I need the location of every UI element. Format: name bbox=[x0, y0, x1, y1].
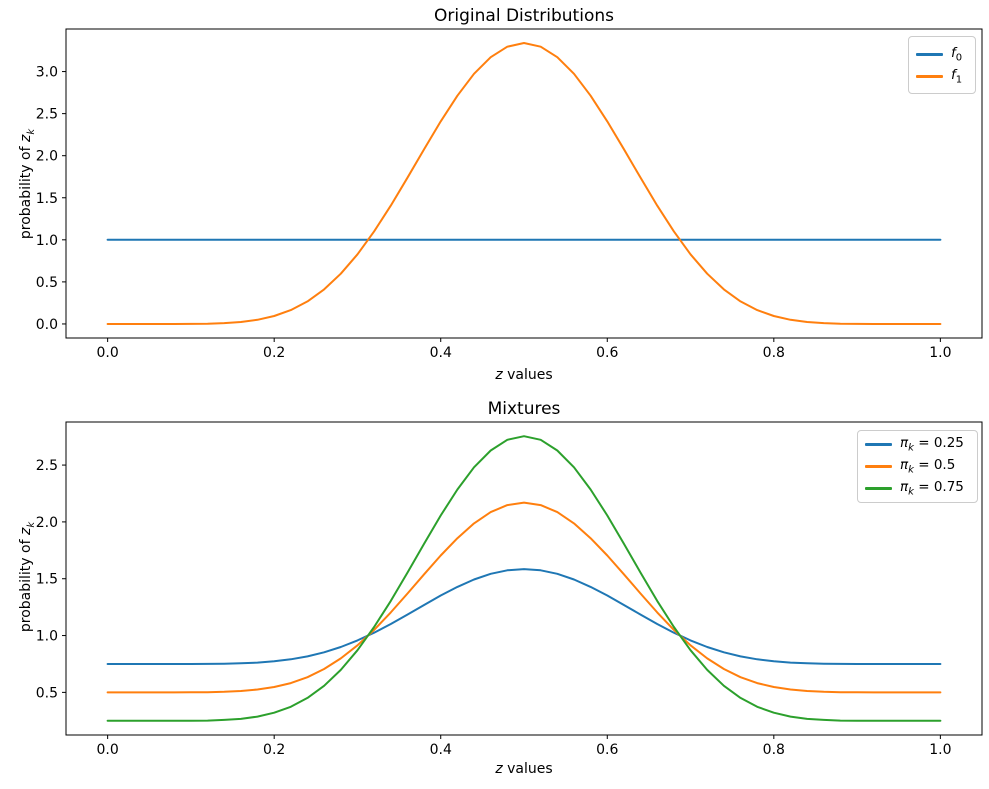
chart-title-mixtures: Mixtures bbox=[487, 399, 561, 419]
legend-entry-pi-0.75: πk = 0.75 bbox=[865, 477, 969, 499]
x-tick-label: 0.8 bbox=[763, 345, 785, 361]
series-line-pi-0.5 bbox=[106, 501, 942, 694]
legend-entry-f0: f0 bbox=[916, 43, 967, 65]
x-tick-label: 0.2 bbox=[263, 742, 285, 758]
y-tick-label: 1.0 bbox=[36, 629, 58, 645]
x-axis-label-bottom: z values bbox=[66, 761, 982, 777]
y-tick-label: 1.0 bbox=[36, 233, 58, 249]
y-tick-label: 2.0 bbox=[36, 149, 58, 165]
legend-entry-label: πk = 0.5 bbox=[900, 457, 956, 476]
series-line-f1 bbox=[106, 42, 942, 325]
y-tick-label: 2.5 bbox=[36, 458, 58, 474]
y-axis-label-top: probability of zk bbox=[18, 104, 37, 264]
x-axis-label-symbol: z bbox=[495, 761, 503, 777]
x-tick-label: 0.6 bbox=[596, 742, 618, 758]
legend-line-swatch bbox=[916, 74, 943, 78]
y-tick-label: 2.5 bbox=[36, 107, 58, 123]
y-axis-label-subscript: k bbox=[25, 521, 37, 528]
y-axis-label-text: probability of bbox=[18, 142, 34, 240]
legend-line-swatch bbox=[916, 52, 943, 56]
legend-line-swatch bbox=[865, 443, 892, 447]
legend-entry-label: πk = 0.25 bbox=[900, 435, 964, 455]
y-tick-label: 1.5 bbox=[36, 191, 58, 207]
x-tick-label: 0.0 bbox=[97, 742, 119, 758]
x-tick-label: 1.0 bbox=[929, 742, 951, 758]
x-tick-label: 0.2 bbox=[263, 345, 285, 361]
y-tick-label: 0.0 bbox=[36, 317, 58, 333]
legend-entry-pi-0.25: πk = 0.25 bbox=[865, 434, 969, 456]
x-axis-label-top: z values bbox=[66, 367, 982, 383]
legend-bottom: πk = 0.25 πk = 0.5 πk = 0.75 bbox=[857, 430, 978, 503]
x-tick-label: 0.4 bbox=[430, 742, 452, 758]
legend-line-swatch bbox=[865, 465, 892, 468]
legend-entry-label: f0 bbox=[951, 44, 963, 64]
x-tick-label: 0.4 bbox=[430, 345, 452, 361]
x-tick-label: 0.6 bbox=[596, 345, 618, 361]
y-axis-label-subscript: k bbox=[25, 128, 37, 135]
x-tick-label: 1.0 bbox=[929, 345, 951, 361]
y-tick-label: 3.0 bbox=[36, 65, 58, 81]
y-tick-label: 0.5 bbox=[36, 685, 58, 701]
chart-title-original-distributions: Original Distributions bbox=[434, 6, 614, 26]
y-axis-label-text: probability of bbox=[18, 535, 34, 633]
x-tick-label: 0.8 bbox=[763, 742, 785, 758]
y-tick-label: 1.5 bbox=[36, 572, 58, 588]
legend-entry-pi-0.5: πk = 0.5 bbox=[865, 456, 969, 478]
y-tick-label: 0.5 bbox=[36, 275, 58, 291]
x-axis-label-symbol: z bbox=[495, 367, 503, 383]
x-axis-label-text: values bbox=[502, 367, 553, 383]
x-tick-label: 0.0 bbox=[97, 345, 119, 361]
legend-top: f0 f1 bbox=[908, 36, 976, 94]
axes-frame bbox=[65, 28, 983, 339]
x-axis-label-text: values bbox=[502, 761, 553, 777]
y-axis-label-symbol: z bbox=[18, 527, 34, 536]
legend-entry-label: πk = 0.75 bbox=[900, 478, 964, 498]
y-tick-label: 2.0 bbox=[36, 515, 58, 531]
axes-frame bbox=[65, 421, 983, 736]
series-line-pi-0.75 bbox=[106, 435, 942, 722]
legend-line-swatch bbox=[865, 486, 892, 490]
y-axis-label-symbol: z bbox=[18, 134, 34, 143]
legend-entry-label: f1 bbox=[951, 66, 963, 86]
legend-entry-f1: f1 bbox=[916, 65, 967, 87]
series-line-pi-0.25 bbox=[106, 568, 942, 665]
y-axis-label-bottom: probability of zk bbox=[18, 497, 37, 657]
